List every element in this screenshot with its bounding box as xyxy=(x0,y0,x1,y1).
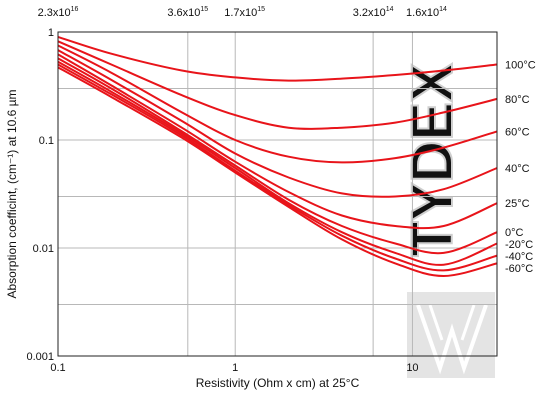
top-tick-label-0: 2.3x1016 xyxy=(38,6,79,19)
top-tick-label-2: 1.7x1015 xyxy=(224,6,265,19)
series-line-0 xyxy=(57,35,498,82)
series-label-0: 100°C xyxy=(505,60,536,72)
series-line-3 xyxy=(57,49,498,198)
series-line-4 xyxy=(57,53,498,230)
x-axis-title: Resistivity (Ohm x cm) at 25°C xyxy=(196,376,360,390)
y-tick-label-2: 0.1 xyxy=(39,135,54,147)
top-tick-label-3: 3.2x1014 xyxy=(353,6,394,19)
series-label-6: -20°C xyxy=(505,239,533,251)
x-tick-label-0: 0.1 xyxy=(50,362,65,374)
series-label-4: 25°C xyxy=(505,198,530,210)
y-tick-label-0: 0.001 xyxy=(26,351,54,363)
series-label-1: 80°C xyxy=(505,94,530,106)
y-axis-title: Absorption coefficint, (cm⁻¹) at 10.6 µm xyxy=(5,89,19,298)
series-line-1 xyxy=(57,40,498,130)
series-label-8: -60°C xyxy=(505,263,533,275)
watermark-logo-mark-inner xyxy=(428,304,476,341)
watermark-text: TYDEX xyxy=(400,63,465,257)
series-label-7: -40°C xyxy=(505,251,533,263)
top-tick-label-1: 3.6x1015 xyxy=(167,6,208,19)
series-line-5 xyxy=(57,57,498,255)
y-tick-label-1: 0.01 xyxy=(33,243,54,255)
series-label-3: 40°C xyxy=(505,163,530,175)
x-tick-label-2: 10 xyxy=(406,362,418,374)
series-line-8 xyxy=(57,66,498,278)
y-tick-labels: 0.001 0.01 0.1 1 xyxy=(26,27,54,363)
series-labels: 100°C 80°C 60°C 40°C 25°C 0°C-20°C-40°C-60°C xyxy=(505,60,536,276)
series-label-5: 0°C xyxy=(505,227,524,239)
top-tick-labels: 2.3x1016 3.6x1015 1.7x1015 3.2x1014 1.6x1014 xyxy=(38,6,447,19)
top-tick-label-4: 1.6x1014 xyxy=(406,6,447,19)
series-label-2: 60°C xyxy=(505,126,530,138)
grid-lines xyxy=(58,32,497,356)
series-line-2 xyxy=(57,44,498,164)
x-tick-label-1: 1 xyxy=(232,362,238,374)
y-tick-label-3: 1 xyxy=(48,27,54,39)
tydex-watermark: TYDEX xyxy=(399,62,495,378)
x-tick-labels: 0.1 1 10 xyxy=(50,362,418,374)
series-line-6 xyxy=(57,60,498,266)
watermark-logo-mark xyxy=(416,304,488,375)
series-line-7 xyxy=(57,63,498,272)
series-group xyxy=(57,35,498,278)
plot-frame xyxy=(57,31,498,357)
